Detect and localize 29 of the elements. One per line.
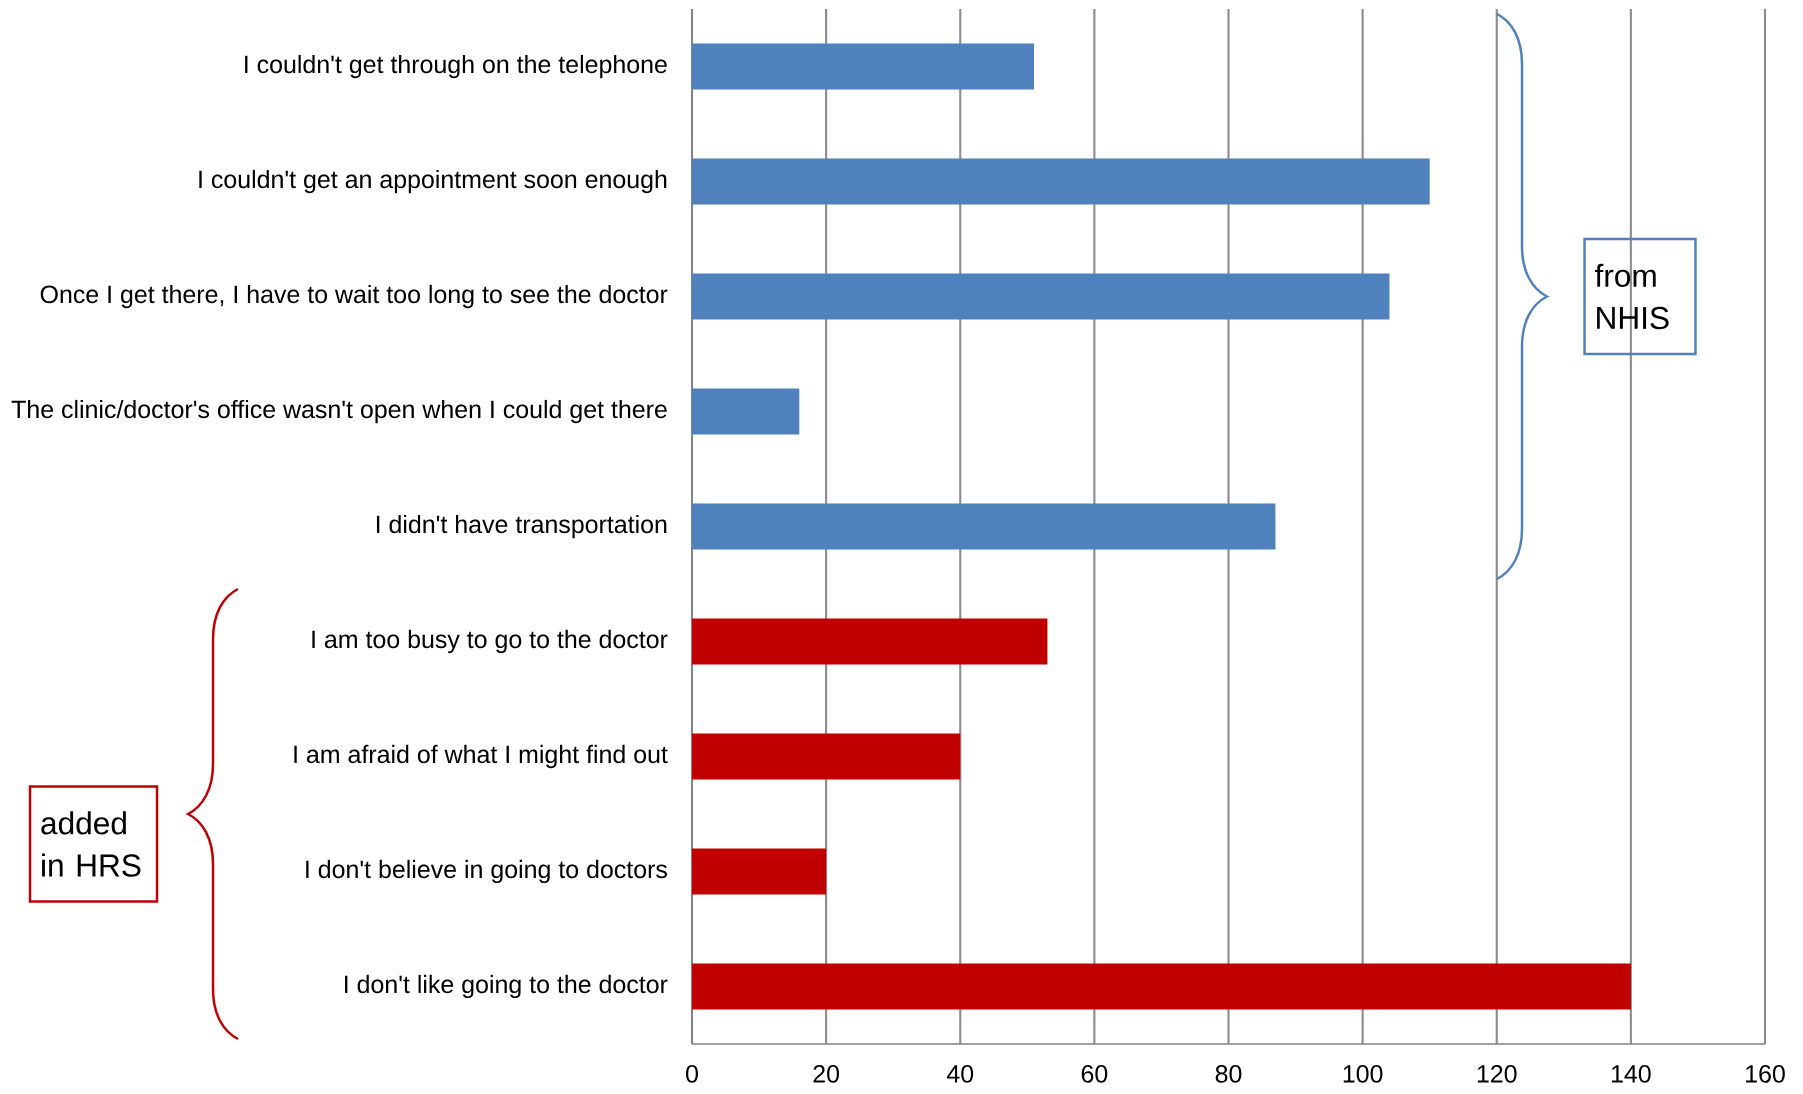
- y-tick-label: I am afraid of what I might find out: [294, 744, 668, 769]
- bar: [691, 848, 827, 895]
- y-tick-label: I don't like going to the doctor: [345, 974, 668, 999]
- y-tick-label: I couldn't get an appointment soon enough: [199, 169, 667, 194]
- y-tick-label: I didn't have transportation: [376, 514, 667, 539]
- text: added in HRS: [41, 811, 141, 877]
- bar: [691, 963, 1631, 1010]
- x-tick-label: 160: [1746, 1065, 1785, 1083]
- bar: [691, 158, 1430, 205]
- y-tick-label: I don't believe in going to doctors: [306, 859, 667, 884]
- y-tick-label: I couldn't get through on the telephone: [245, 54, 667, 79]
- bar: [691, 733, 961, 780]
- bar: [691, 43, 1035, 90]
- x-tick-label: 80: [1215, 1065, 1242, 1083]
- x-tick-label: 20: [813, 1065, 840, 1083]
- y-tick-label: The clinic/doctor's office wasn't open when I could get there: [11, 399, 667, 424]
- bar: [691, 618, 1048, 665]
- x-tick-label: 40: [946, 1065, 974, 1083]
- y-tick-label: I am too busy to go to the doctor: [312, 629, 668, 654]
- y-tick-label: Once I get there, I have to wait too long to see the doctor: [40, 284, 668, 309]
- annotation: from NHIS: [1594, 263, 1669, 330]
- x-tick-label: 100: [1343, 1065, 1383, 1083]
- bar: [691, 388, 800, 435]
- x-tick-label: 140: [1611, 1065, 1651, 1083]
- x-tick-label: 0: [686, 1065, 698, 1083]
- bar: [691, 503, 1276, 550]
- bar: [691, 273, 1390, 320]
- x-tick-label: 120: [1477, 1065, 1517, 1083]
- x-tick-label: 60: [1081, 1065, 1108, 1083]
